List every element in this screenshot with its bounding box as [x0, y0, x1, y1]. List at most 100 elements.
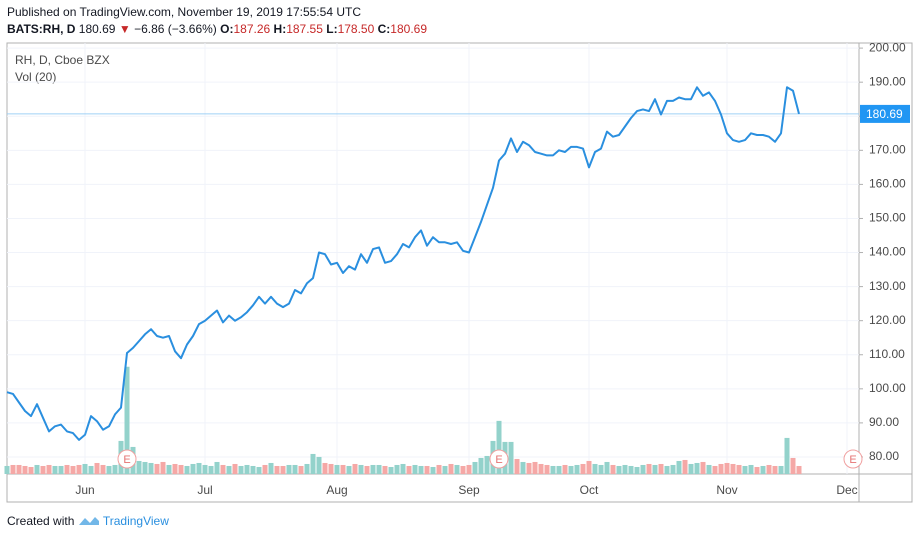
- volume-bar: [334, 464, 340, 474]
- event-marker: [843, 449, 863, 469]
- volume-bar: [88, 465, 94, 474]
- price-line: [6, 86, 800, 441]
- volume-bar: [154, 463, 160, 474]
- volume-bar: [688, 463, 694, 474]
- volume-bar: [310, 453, 316, 474]
- footer: Created with TradingView: [7, 513, 169, 528]
- volume-bar: [262, 464, 268, 474]
- volume-bar: [244, 464, 250, 474]
- volume-bar: [418, 465, 424, 474]
- volume-bar: [496, 420, 502, 474]
- grid: [7, 43, 859, 474]
- volume-bar: [610, 464, 616, 474]
- volume-bar: [784, 437, 790, 474]
- event-label: E: [849, 454, 856, 466]
- volume-bar: [316, 456, 322, 474]
- volume-bar: [718, 463, 724, 474]
- symbol-info: BATS:RH, D 180.69 ▼ −6.86 (−3.66%) O:187…: [7, 22, 427, 36]
- volume-bar: [226, 465, 232, 474]
- volume-bar: [574, 464, 580, 474]
- volume-bar: [124, 366, 130, 474]
- y-tick-label: 80.00: [869, 449, 899, 463]
- x-tick-label: Dec: [836, 483, 857, 497]
- volume-bar: [58, 465, 64, 474]
- volume-bar: [232, 463, 238, 474]
- volume-bar: [670, 464, 676, 474]
- volume-bar: [142, 461, 148, 474]
- volume-bar: [178, 464, 184, 474]
- volume-bar: [790, 457, 796, 474]
- volume-bar: [580, 463, 586, 474]
- event-marker: [489, 449, 509, 469]
- volume-bar: [34, 464, 40, 474]
- y-tick-label: 170.00: [869, 142, 906, 156]
- volume-bar: [676, 460, 682, 474]
- last-price-box: [860, 104, 910, 123]
- legend-volume: Vol (20): [15, 70, 56, 84]
- volume-bar: [748, 464, 754, 474]
- volume-bar: [616, 465, 622, 474]
- brand: TradingView: [102, 514, 169, 528]
- volume-bar: [658, 463, 664, 474]
- volume-bar: [352, 463, 358, 474]
- y-tick-label: 110.00: [869, 347, 905, 361]
- volume-bar: [472, 461, 478, 474]
- volume-bar: [796, 465, 802, 474]
- volume-bar: [736, 464, 742, 474]
- high: 187.55: [286, 22, 323, 36]
- volume-bar: [370, 464, 376, 474]
- volume-bar: [16, 464, 22, 474]
- volume-bar: [364, 465, 370, 474]
- low-label: L:: [326, 22, 338, 36]
- x-tick-label: Sep: [458, 483, 480, 497]
- open-label: O:: [220, 22, 234, 36]
- volume-bar: [454, 464, 460, 474]
- close: 180.69: [390, 22, 427, 36]
- volume-bar: [592, 463, 598, 474]
- legend-main: RH, D, Cboe BZX: [15, 53, 110, 67]
- volume-bar: [460, 465, 466, 474]
- volume-bar: [238, 465, 244, 474]
- volume-bar: [394, 464, 400, 474]
- volume-bar: [340, 464, 346, 474]
- volume-bar: [202, 464, 208, 474]
- y-tick-label: 200.00: [869, 40, 906, 54]
- volume-bar: [646, 463, 652, 474]
- volume-bar: [622, 464, 628, 474]
- volume-bar: [448, 463, 454, 474]
- volume-bar: [268, 462, 274, 474]
- volume-bar: [298, 465, 304, 474]
- x-tick-label: Aug: [326, 483, 347, 497]
- close-label: C:: [377, 22, 391, 36]
- volume-bar: [724, 462, 730, 474]
- volume-bar: [406, 465, 412, 474]
- volume-bar: [442, 465, 448, 474]
- volume-bar: [148, 462, 154, 474]
- volume-bar: [22, 465, 28, 474]
- volume-bar: [412, 464, 418, 474]
- volume-bar: [466, 464, 472, 474]
- y-tick-label: 130.00: [869, 279, 906, 293]
- volume-bar: [544, 464, 550, 474]
- volume-bar: [82, 463, 88, 474]
- volume-bar: [526, 462, 532, 474]
- change: −6.86 (−3.66%): [134, 22, 217, 36]
- volume-bar: [70, 465, 76, 474]
- volume-bar: [280, 465, 286, 474]
- y-tick-label: 100.00: [869, 381, 906, 395]
- volume-bar: [712, 465, 718, 474]
- published: Published on TradingView.com, November 1…: [7, 5, 361, 19]
- volume-bar: [508, 441, 514, 474]
- volume-bar: [112, 464, 118, 474]
- volume-bar: [274, 465, 280, 474]
- volume-bar: [196, 462, 202, 474]
- volume-bar: [64, 464, 70, 474]
- volume-bar: [778, 465, 784, 474]
- volume-bar: [772, 465, 778, 474]
- volume-bar: [28, 466, 34, 474]
- volume-bar: [400, 463, 406, 474]
- volume-bar: [76, 464, 82, 474]
- volume-bar: [436, 464, 442, 474]
- x-tick-label: Nov: [716, 483, 737, 497]
- volume-bar: [682, 459, 688, 474]
